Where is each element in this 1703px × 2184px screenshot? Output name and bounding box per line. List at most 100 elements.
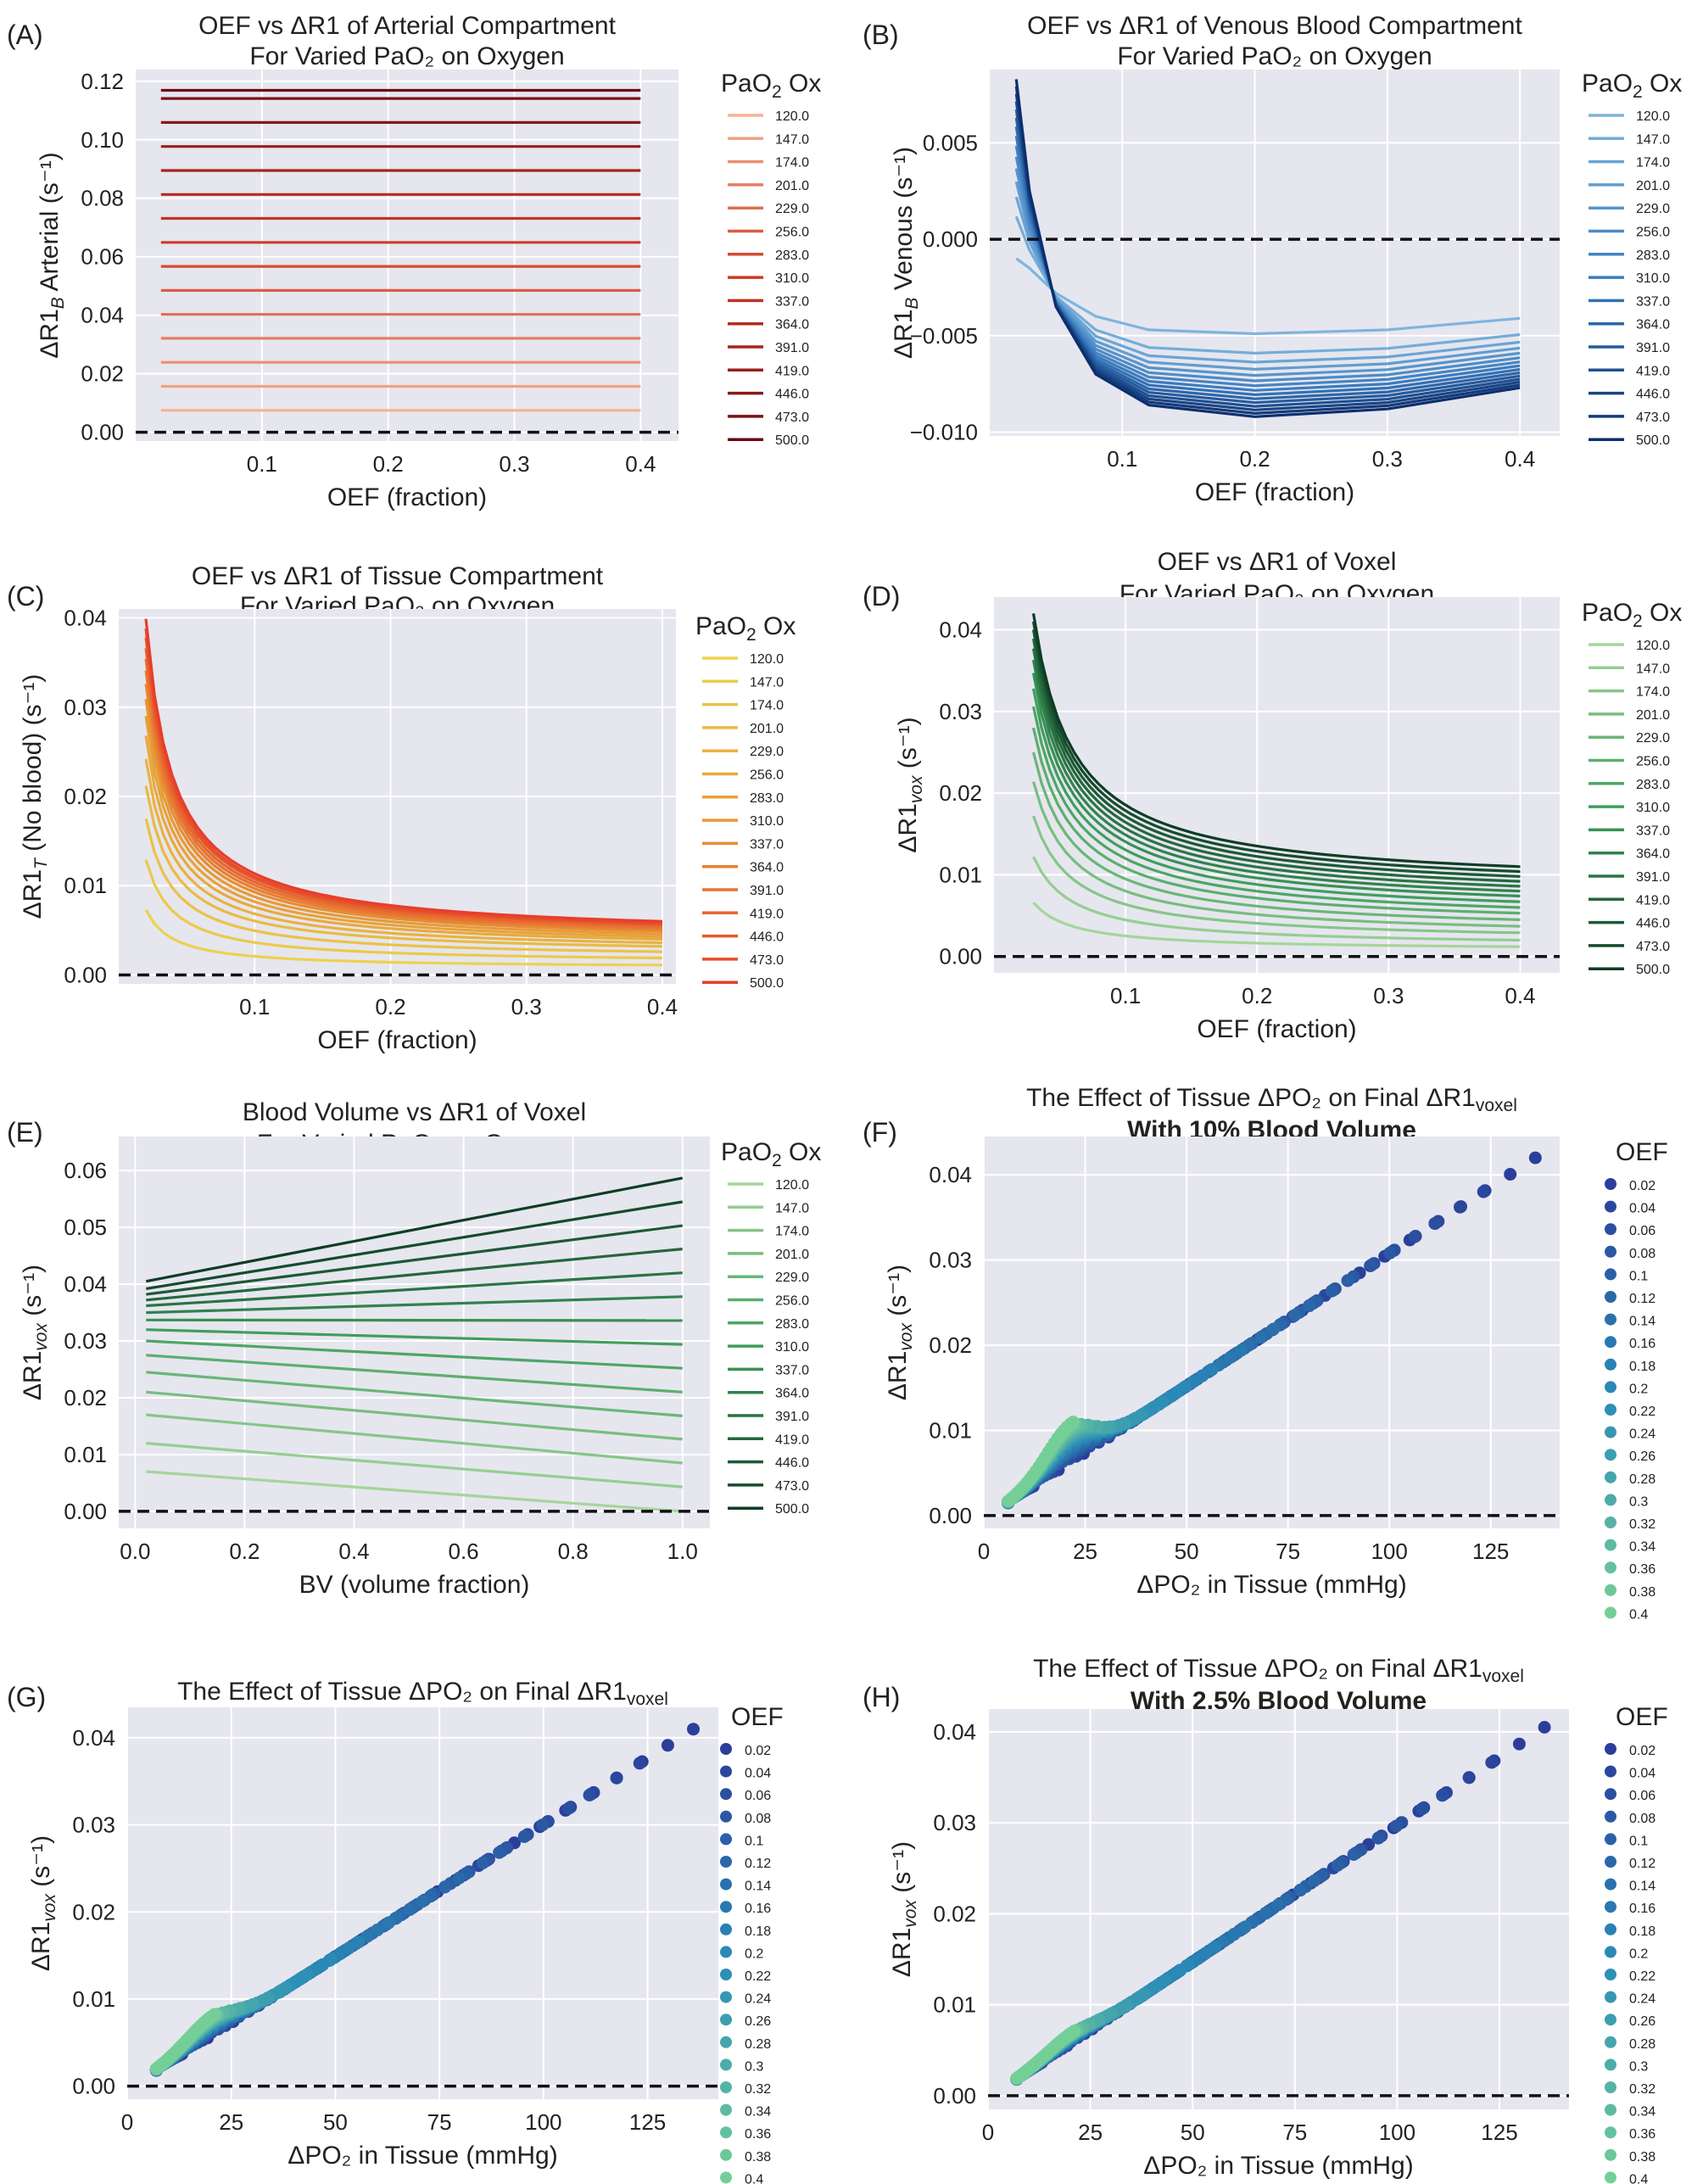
scatter-point <box>1347 1848 1360 1861</box>
series-line-174.0 <box>1014 196 1521 364</box>
legend-label: 0.4 <box>1629 2172 1648 2184</box>
legend-marker <box>720 2014 732 2026</box>
scatter-point <box>1067 2025 1080 2038</box>
legend-title: PaO2 Ox <box>1582 599 1682 631</box>
series-line-310.0 <box>146 1328 683 1346</box>
series-group <box>1031 613 1521 948</box>
y-tick-label: 0.04 <box>81 303 124 328</box>
legend-label: 337.0 <box>775 1363 809 1377</box>
plot-area <box>136 70 678 441</box>
legend-marker <box>1605 1426 1616 1438</box>
chart-subtitle: For Varied PaO₂ on Oxygen <box>1117 42 1432 70</box>
series-line-337.0 <box>144 684 663 933</box>
x-axis-label: ΔPO₂ in Tissue (mmHg) <box>288 2142 557 2170</box>
series-line-256.0 <box>146 1354 683 1394</box>
scatter-point <box>1156 1395 1169 1409</box>
legend-marker <box>1605 1606 1616 1619</box>
legend-marker <box>1605 1765 1616 1778</box>
legend-marker <box>720 1743 732 1755</box>
legend-label: 391.0 <box>775 341 809 355</box>
scatter-point <box>261 1991 275 2005</box>
legend-title: PaO2 Ox <box>721 70 821 102</box>
scatter-point <box>1259 1907 1272 1920</box>
y-tick-label: 0.01 <box>64 873 107 898</box>
y-tick-label: 0.00 <box>72 2074 115 2099</box>
legend-marker <box>720 1878 732 1891</box>
x-tick-label: 0.3 <box>1373 983 1404 1008</box>
legend-label: 0.22 <box>1629 1405 1656 1419</box>
legend-label: 0.04 <box>745 1767 771 1781</box>
x-tick-label: 25 <box>1073 1539 1097 1564</box>
legend-label: 0.34 <box>1629 2105 1656 2120</box>
legend: OEF 0.02 0.04 0.06 0.08 0.1 0.12 0.14 0.16 0.18 0.… <box>720 1703 784 2184</box>
legend-label: 473.0 <box>750 953 784 968</box>
legend-marker <box>720 1901 732 1913</box>
scatter-point <box>1308 1874 1321 1887</box>
x-tick-label: 0.2 <box>229 1539 260 1564</box>
scatter-point <box>1209 1940 1222 1953</box>
legend-label: 0.02 <box>1629 1744 1656 1758</box>
legend-label: 364.0 <box>775 318 809 332</box>
x-tick-label: 50 <box>1175 1539 1199 1564</box>
scatter-point <box>517 1829 531 1843</box>
legend-label: 283.0 <box>775 1317 809 1332</box>
legend-label: 0.16 <box>1629 1902 1656 1916</box>
series-line-364.0 <box>146 1295 683 1315</box>
legend-label: 0.16 <box>1629 1337 1656 1351</box>
scatter-point <box>1238 1920 1252 1934</box>
y-tick-label: 0.01 <box>933 1992 976 2018</box>
series-line-419.0 <box>146 1248 683 1302</box>
y-tick-label: 0.03 <box>72 1813 115 1838</box>
y-tick-label: 0.10 <box>81 127 124 153</box>
legend-label: 0.28 <box>1629 1472 1656 1487</box>
y-tick-label: 0.04 <box>939 617 982 643</box>
scatter-point <box>1389 1819 1403 1833</box>
scatter-point <box>1205 1363 1219 1377</box>
series-line-256.0 <box>1031 727 1521 915</box>
x-tick-label: 0 <box>978 1539 990 1564</box>
x-tick-label: 0.3 <box>499 451 529 477</box>
scatter-point <box>1371 1831 1385 1845</box>
y-tick-label: 0.01 <box>929 1418 972 1444</box>
x-tick-label: 0.2 <box>1239 446 1270 472</box>
legend-label: 310.0 <box>775 1340 809 1355</box>
legend-label: 283.0 <box>750 791 784 806</box>
legend-label: 283.0 <box>1636 249 1670 263</box>
legend-label: 419.0 <box>775 364 809 378</box>
y-tick-label: 0.06 <box>64 1158 107 1183</box>
legend-label: 120.0 <box>1636 109 1670 124</box>
y-tick-label: 0.02 <box>939 780 982 806</box>
scatter-point <box>1120 1998 1133 2012</box>
panel-label: (H) <box>863 1682 900 1712</box>
legend-label: 310.0 <box>750 814 784 829</box>
legend-label: 391.0 <box>1636 870 1670 885</box>
legend-label: 229.0 <box>1636 731 1670 746</box>
legend-marker <box>720 2148 732 2161</box>
series-line-446.0 <box>146 1224 683 1296</box>
scatter-point <box>352 1935 366 1949</box>
legend-label: 256.0 <box>750 768 784 783</box>
legend-label: 500.0 <box>1636 963 1670 977</box>
y-tick-label: 0.01 <box>72 1986 115 2012</box>
y-tick-label: 0.04 <box>929 1162 972 1187</box>
legend-label: 0.06 <box>1629 1789 1656 1803</box>
chart-title: OEF vs ΔR1 of Venous Blood Compartment <box>1027 12 1522 40</box>
legend-marker <box>1605 1268 1616 1281</box>
series-line-201.0 <box>146 1390 683 1441</box>
legend-marker <box>1605 1539 1616 1551</box>
series-line-283.0 <box>146 1339 683 1370</box>
legend-label: 174.0 <box>750 699 784 713</box>
legend-marker <box>1605 1901 1616 1913</box>
legend-label: 0.24 <box>745 1992 771 2007</box>
legend-label: 364.0 <box>750 861 784 875</box>
legend-marker <box>1605 1358 1616 1371</box>
legend-label: 0.12 <box>1629 1857 1656 1871</box>
scatter-point <box>300 1968 314 1981</box>
legend-label: 201.0 <box>775 1248 809 1262</box>
x-axis-label: OEF (fraction) <box>1195 478 1354 506</box>
y-tick-label: 0.02 <box>64 784 107 809</box>
scatter-point <box>246 1998 260 2011</box>
legend-marker <box>1605 1471 1616 1483</box>
scatter-point <box>1066 1416 1080 1429</box>
